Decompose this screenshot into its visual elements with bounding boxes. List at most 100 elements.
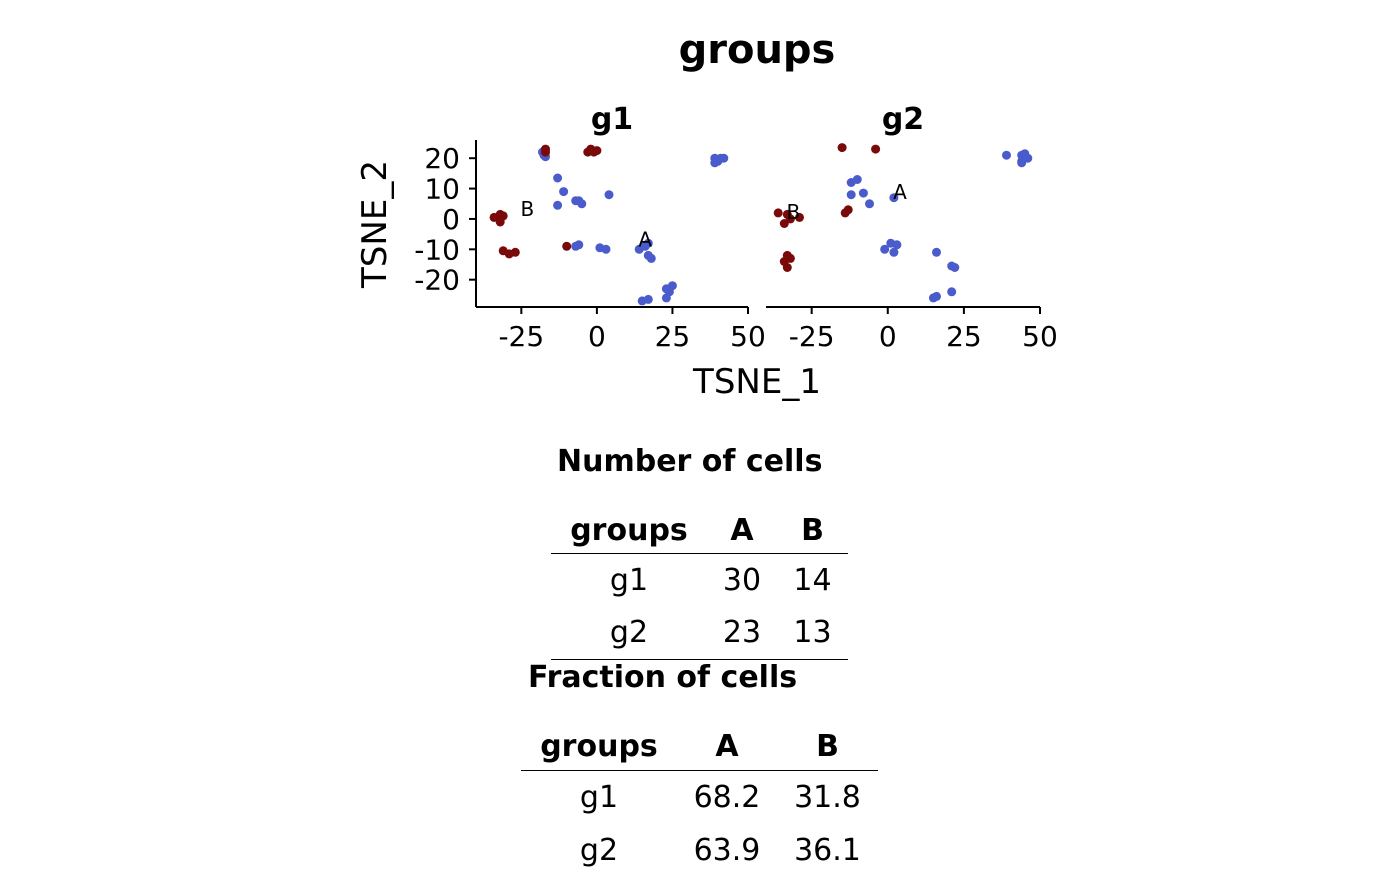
- table-cell: g2: [579, 832, 619, 868]
- column-header: groups: [570, 512, 688, 548]
- data-point-a: [1023, 153, 1033, 163]
- table-row: g2 23 13: [551, 607, 848, 659]
- data-point-a: [661, 293, 671, 303]
- cluster-label-b: B: [521, 197, 535, 221]
- x-tick-label: -25: [498, 320, 544, 353]
- data-point-a: [865, 199, 874, 209]
- table-header-row: groups A B: [521, 724, 878, 770]
- x-tick-label: 0: [588, 320, 606, 353]
- y-tick-label: 20: [424, 142, 460, 175]
- data-point-a: [892, 240, 902, 250]
- data-point-b: [785, 214, 795, 224]
- data-point-a: [932, 247, 941, 257]
- data-point-a: [553, 200, 563, 210]
- count-table: groups A B g1 30 14 g2 23 13: [551, 508, 848, 660]
- fraction-table-title: Fraction of cells: [528, 660, 798, 695]
- data-point-b: [843, 205, 853, 215]
- x-tick-label: 50: [1022, 320, 1058, 353]
- table-cell: 30: [722, 562, 762, 598]
- table-cell: 36.1: [794, 832, 861, 868]
- data-point-a: [574, 196, 584, 206]
- table-row: g1 68.2 31.8: [521, 770, 878, 824]
- x-tick-label: 50: [730, 320, 766, 353]
- data-point-a: [601, 244, 611, 254]
- data-point-b: [541, 147, 550, 157]
- data-point-a: [716, 153, 726, 163]
- table-cell: 63.9: [693, 832, 761, 868]
- y-tick-label: 0: [442, 203, 460, 236]
- figure-title: groups: [679, 27, 836, 73]
- data-point-a: [574, 240, 584, 250]
- data-point-a: [643, 294, 653, 304]
- panel-title-g1: g1: [591, 102, 633, 137]
- table-row: g2 63.9 36.1: [521, 824, 878, 876]
- data-point-b: [589, 147, 599, 157]
- panel-g2-cluster-labels: BA: [787, 180, 908, 224]
- y-tick-label: -20: [414, 264, 460, 297]
- cluster-label-a: A: [893, 180, 907, 204]
- x-tick-label: 0: [879, 320, 897, 353]
- table-cell: g1: [609, 562, 649, 598]
- column-header: B: [801, 512, 824, 548]
- data-point-a: [880, 244, 890, 254]
- table-cell: 14: [793, 562, 832, 598]
- data-point-b: [782, 263, 792, 272]
- x-axis-label: TSNE_1: [692, 362, 821, 402]
- data-point-b: [495, 217, 505, 227]
- data-point-a: [947, 287, 957, 297]
- data-point-a: [553, 173, 563, 183]
- data-point-a: [932, 291, 941, 301]
- table-cell: 68.2: [693, 779, 761, 815]
- panel-g2-points: [773, 143, 1033, 303]
- x-tick-label: -25: [789, 320, 835, 353]
- data-point-a: [950, 263, 960, 272]
- data-point-b: [773, 208, 783, 218]
- table-row: g1 30 14: [551, 553, 848, 607]
- data-point-a: [559, 187, 569, 197]
- cluster-label-a: A: [638, 227, 652, 251]
- panel-g2: g2 BA -25 0 25 50: [766, 102, 1058, 353]
- data-point-a: [889, 193, 899, 203]
- count-table-title: Number of cells: [557, 444, 823, 479]
- y-tick-label: -10: [414, 233, 460, 266]
- table-cell: g2: [609, 615, 649, 651]
- x-axis-ticks-g2: -25 0 25 50: [789, 307, 1058, 353]
- table-cell: 13: [793, 615, 832, 651]
- y-axis-label: TSNE_2: [355, 160, 395, 289]
- data-point-a: [640, 241, 650, 251]
- panel-g1-cluster-labels: BA: [521, 197, 653, 251]
- panel-g1-points: [489, 144, 729, 306]
- table-cell: g1: [579, 779, 619, 815]
- cluster-label-b: B: [787, 200, 801, 224]
- data-point-b: [779, 219, 789, 228]
- data-point-b: [562, 241, 572, 251]
- data-point-a: [1017, 158, 1027, 168]
- y-tick-label: 10: [424, 173, 460, 206]
- data-point-a: [846, 190, 856, 200]
- data-point-a: [889, 247, 899, 257]
- fraction-table: groups A B g1 68.2 31.8 g2 63.9 36.1: [521, 724, 878, 876]
- table-header-row: groups A B: [551, 508, 848, 553]
- x-axis-ticks-g1: -25 0 25 50: [498, 307, 766, 353]
- x-tick-label: 25: [946, 320, 982, 353]
- data-point-b: [837, 143, 847, 153]
- column-header: A: [715, 729, 739, 765]
- data-point-a: [858, 188, 868, 198]
- panel-title-g2: g2: [882, 102, 924, 137]
- table-cell: 31.8: [794, 779, 861, 815]
- data-point-b: [795, 212, 804, 222]
- column-header: B: [816, 729, 839, 765]
- data-point-a: [604, 190, 614, 200]
- data-point-a: [1002, 150, 1011, 160]
- data-point-a: [646, 253, 656, 263]
- data-point-a: [852, 175, 862, 184]
- x-tick-label: 25: [655, 320, 691, 353]
- data-point-b: [510, 247, 520, 257]
- column-header: A: [730, 512, 754, 548]
- column-header: groups: [540, 729, 658, 765]
- table-cell: 23: [722, 615, 762, 651]
- data-point-b: [871, 144, 881, 154]
